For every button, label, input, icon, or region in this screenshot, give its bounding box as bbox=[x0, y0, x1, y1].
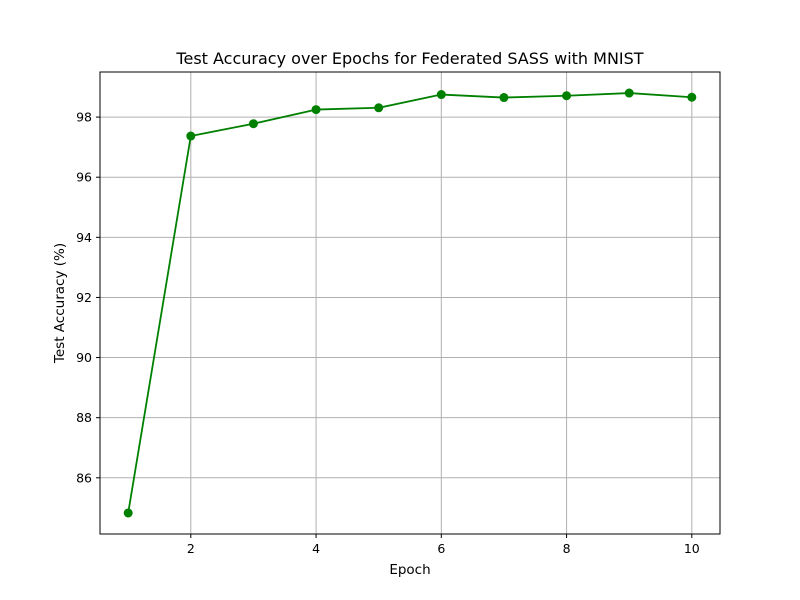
y-axis-label: Test Accuracy (%) bbox=[52, 243, 68, 364]
data-point bbox=[624, 88, 634, 98]
data-point bbox=[248, 119, 258, 129]
data-point bbox=[562, 91, 572, 101]
data-point bbox=[687, 92, 697, 102]
data-point bbox=[374, 103, 384, 113]
data-series bbox=[123, 88, 697, 518]
chart-title: Test Accuracy over Epochs for Federated … bbox=[175, 49, 643, 68]
data-point bbox=[436, 90, 446, 100]
y-tick-label: 86 bbox=[76, 470, 92, 485]
y-tick-label: 88 bbox=[76, 410, 92, 425]
x-tick-label: 4 bbox=[312, 541, 320, 556]
series-line bbox=[127, 92, 692, 514]
data-point bbox=[186, 131, 196, 141]
y-tick-label: 90 bbox=[76, 350, 92, 365]
y-tick-label: 92 bbox=[76, 290, 92, 305]
y-tick-label: 94 bbox=[76, 230, 92, 245]
x-tick-label: 6 bbox=[437, 541, 445, 556]
data-point bbox=[311, 105, 321, 115]
grid-lines bbox=[100, 72, 720, 534]
data-point bbox=[499, 93, 509, 103]
x-axis-ticks: 2 4 6 8 10 bbox=[187, 534, 700, 556]
x-axis-label: Epoch bbox=[389, 562, 430, 578]
plot-area-frame bbox=[99, 71, 721, 535]
y-axis-ticks: 86 88 90 92 94 96 98 bbox=[76, 110, 100, 485]
x-tick-label: 8 bbox=[563, 541, 571, 556]
x-tick-label: 2 bbox=[187, 541, 195, 556]
data-point bbox=[123, 508, 133, 518]
y-tick-label: 98 bbox=[76, 110, 92, 125]
x-tick-label: 10 bbox=[684, 541, 700, 556]
y-tick-label: 96 bbox=[76, 170, 92, 185]
